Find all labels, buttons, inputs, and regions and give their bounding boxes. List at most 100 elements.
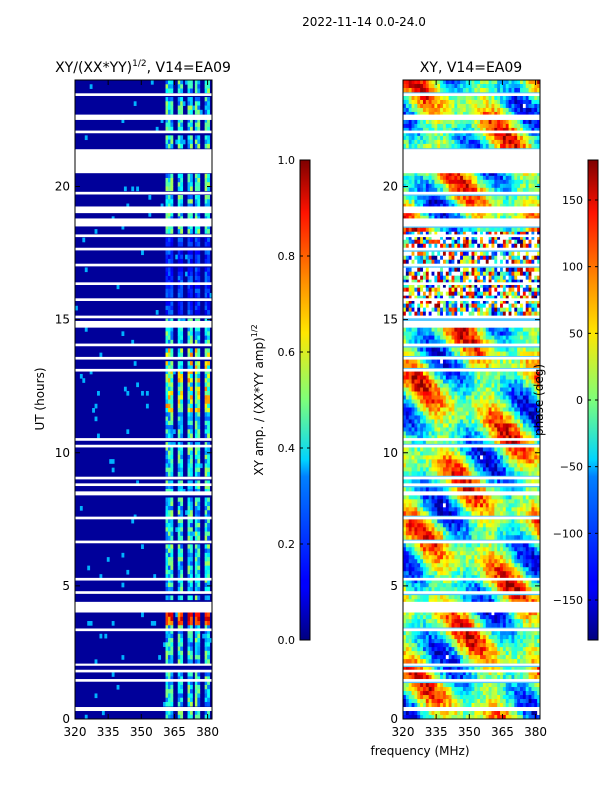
phase-cell [537, 411, 540, 416]
amplitude-cell [165, 714, 169, 719]
amplitude-cell [167, 250, 171, 256]
phase-cell [440, 299, 444, 305]
phase-cell [520, 379, 524, 384]
phase-cell [500, 295, 504, 301]
phase-cell [420, 431, 424, 436]
phase-cell [445, 83, 450, 89]
phase-cell [445, 95, 450, 101]
phase-cell [454, 187, 458, 193]
amplitude-cell [189, 552, 193, 558]
phase-cell [494, 431, 498, 436]
amplitude-cell [177, 684, 181, 690]
phase-cell [462, 187, 467, 193]
amplitude-cell [165, 552, 169, 558]
phase-cell [405, 127, 410, 133]
amplitude-cell [207, 229, 210, 234]
amplitude-cell [167, 241, 171, 247]
phase-cell [420, 187, 424, 193]
phase-cell [494, 87, 498, 93]
amplitude-cell [204, 122, 208, 128]
phase-cell [405, 83, 410, 89]
amplitude-cell [167, 523, 171, 528]
phase-cell [520, 435, 524, 440]
phase-cell [437, 423, 441, 428]
amplitude-cell [180, 382, 184, 388]
phase-cell [520, 127, 524, 133]
phase-cell [488, 255, 492, 261]
phase-cell [420, 415, 424, 420]
amplitude-cell [177, 574, 181, 579]
phase-cell [474, 119, 478, 125]
phase-cell [460, 211, 464, 217]
amplitude-cell [204, 684, 208, 690]
phase-cell [522, 243, 527, 249]
phase-cell [474, 127, 478, 133]
phase-cell [494, 123, 498, 129]
amplitude-cell [194, 650, 198, 656]
amplitude-cell [170, 173, 174, 179]
amplitude-cell [204, 710, 208, 716]
phase-cell [537, 99, 540, 105]
phase-cell [488, 211, 492, 217]
phase-cell [465, 255, 470, 261]
phase-cell [537, 275, 540, 281]
phase-cell [531, 143, 535, 149]
colorbar-tick-label: 0.8 [278, 250, 296, 263]
phase-cell [471, 347, 475, 352]
phase-cell [497, 187, 501, 193]
phase-cell [502, 279, 507, 285]
phase-cell [480, 195, 484, 201]
amplitude-cell [177, 310, 181, 315]
phase-cell [417, 143, 421, 149]
phase-cell [468, 327, 472, 332]
phase-cell [460, 347, 464, 352]
phase-cell [454, 271, 458, 277]
phase-cell [531, 359, 535, 364]
amplitude-cell [204, 531, 208, 537]
phase-cell [502, 259, 507, 265]
phase-cell [525, 335, 529, 340]
flagged-time-gap [75, 282, 212, 286]
phase-cell [425, 183, 430, 189]
phase-cell [520, 235, 524, 241]
phase-cell [451, 275, 455, 281]
phase-cell [488, 99, 492, 105]
phase-cell [522, 239, 527, 245]
phase-cell [494, 423, 498, 428]
phase-cell [511, 139, 515, 145]
amplitude-cell [177, 378, 181, 383]
phase-cell [522, 415, 527, 420]
phase-cell [534, 283, 538, 289]
phase-cell [434, 447, 438, 452]
phase-cell [471, 235, 475, 241]
phase-cell [422, 399, 427, 404]
amplitude-cell [167, 122, 171, 128]
phase-cell [411, 419, 415, 424]
phase-cell [494, 379, 498, 384]
phase-cell [425, 211, 430, 217]
amplitude-cell [189, 173, 193, 179]
phase-cell [417, 195, 421, 201]
amplitude-cell [194, 463, 198, 469]
amplitude-cell [207, 310, 210, 315]
amplitude-cell [189, 480, 193, 486]
amplitude-cell [204, 680, 208, 686]
phase-cell [451, 119, 455, 125]
phase-cell [537, 83, 540, 89]
phase-cell [460, 335, 464, 340]
phase-cell [485, 231, 490, 237]
amplitude-cell [177, 182, 181, 187]
phase-cell [491, 127, 495, 133]
amplitude-cell [187, 293, 191, 298]
amplitude-cell [165, 497, 169, 503]
amplitude-cell [189, 369, 193, 375]
phase-cell [451, 80, 455, 85]
phase-cell [525, 291, 529, 297]
amplitude-cell [207, 471, 210, 477]
amplitude-cell [189, 331, 193, 336]
phase-cell [508, 375, 512, 380]
phase-cell [445, 183, 450, 189]
amplitude-cell [170, 361, 174, 366]
phase-cell [403, 287, 407, 293]
phase-cell [457, 175, 461, 181]
